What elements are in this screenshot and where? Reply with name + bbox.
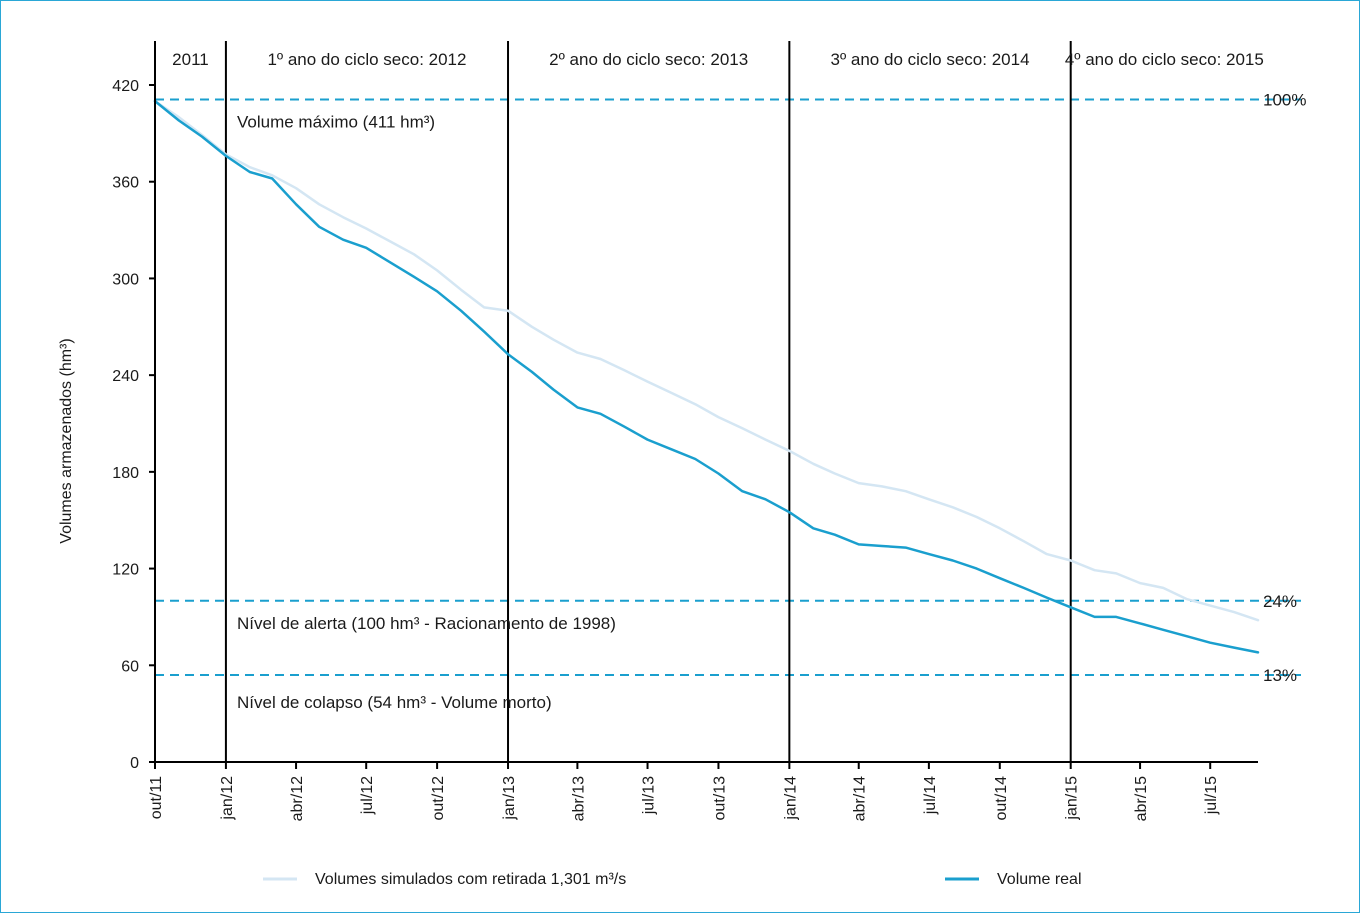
reference-pct-2: 13% xyxy=(1263,666,1297,685)
reference-pct-1: 24% xyxy=(1263,592,1297,611)
period-label-4: 4º ano do ciclo seco: 2015 xyxy=(1065,50,1264,69)
y-tick-label-0: 0 xyxy=(130,755,139,772)
period-label-2: 2º ano do ciclo seco: 2013 xyxy=(549,50,748,69)
y-tick-label-4: 240 xyxy=(112,368,139,385)
x-tick-label-4: out/12 xyxy=(430,776,447,821)
reference-label-1: Nível de alerta (100 hm³ - Racionamento … xyxy=(237,614,616,633)
x-tick-label-15: jul/15 xyxy=(1203,776,1220,815)
x-tick-label-0: out/11 xyxy=(148,776,165,819)
period-label-1: 1º ano do ciclo seco: 2012 xyxy=(267,50,466,69)
x-tick-label-6: abr/13 xyxy=(570,776,587,821)
period-label-3: 3º ano do ciclo seco: 2014 xyxy=(831,50,1030,69)
y-tick-label-7: 420 xyxy=(112,78,139,95)
reference-pct-0: 100% xyxy=(1263,91,1306,110)
x-tick-label-9: jan/14 xyxy=(782,776,799,821)
y-tick-label-1: 60 xyxy=(121,658,139,675)
y-tick-label-3: 180 xyxy=(112,465,139,482)
x-tick-label-5: jan/13 xyxy=(501,776,518,821)
series-line-0 xyxy=(153,99,1260,622)
x-tick-label-8: out/13 xyxy=(711,776,728,821)
x-tick-label-10: abr/14 xyxy=(852,776,869,821)
legend-label-1: Volume real xyxy=(997,871,1082,888)
y-tick-label-2: 120 xyxy=(112,562,139,579)
x-tick-label-7: jul/13 xyxy=(641,776,658,815)
series-line-1 xyxy=(153,99,1260,654)
x-tick-label-11: jul/14 xyxy=(922,776,939,815)
x-tick-label-12: out/14 xyxy=(993,776,1010,821)
x-tick-label-2: abr/12 xyxy=(289,776,306,821)
x-tick-label-3: jul/12 xyxy=(359,776,376,815)
y-axis-title: Volumes armazenados (hm³) xyxy=(58,338,75,543)
y-tick-label-5: 300 xyxy=(112,271,139,288)
x-tick-label-1: jan/12 xyxy=(219,776,236,821)
x-tick-label-14: abr/15 xyxy=(1133,776,1150,821)
reference-label-0: Volume máximo (411 hm³) xyxy=(237,113,435,132)
y-tick-label-6: 360 xyxy=(112,175,139,192)
period-label-0: 2011 xyxy=(172,50,209,69)
x-tick-label-13: jan/15 xyxy=(1064,776,1081,821)
legend-label-0: Volumes simulados com retirada 1,301 m³/… xyxy=(315,871,626,888)
reference-label-2: Nível de colapso (54 hm³ - Volume morto) xyxy=(237,693,552,712)
